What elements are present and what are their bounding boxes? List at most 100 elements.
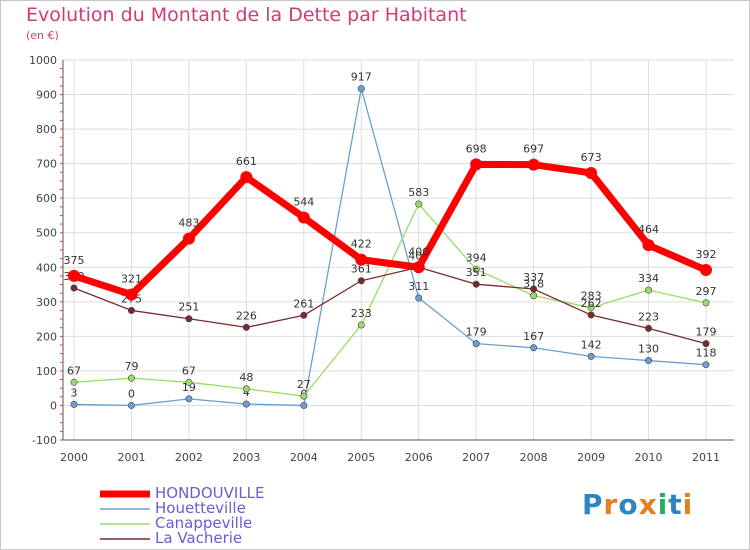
data-point bbox=[185, 395, 193, 403]
data-label: 544 bbox=[293, 196, 314, 209]
data-point bbox=[587, 304, 595, 312]
y-tick-label: 1000 bbox=[29, 54, 57, 67]
data-point bbox=[645, 324, 653, 332]
data-label: 118 bbox=[696, 347, 717, 360]
data-label: 48 bbox=[239, 371, 253, 384]
data-point bbox=[470, 158, 483, 171]
x-tick-label: 2009 bbox=[577, 451, 605, 464]
data-point bbox=[127, 306, 135, 314]
data-label: 917 bbox=[351, 71, 372, 84]
data-point bbox=[702, 361, 710, 369]
data-point bbox=[642, 239, 655, 252]
data-point bbox=[355, 253, 368, 266]
data-label: 351 bbox=[466, 266, 487, 279]
data-label: 179 bbox=[696, 326, 717, 339]
data-point bbox=[300, 401, 308, 409]
logo-letter: o bbox=[618, 488, 639, 521]
data-label: 483 bbox=[178, 217, 199, 230]
data-point bbox=[357, 85, 365, 93]
data-point bbox=[415, 200, 423, 208]
data-point bbox=[530, 285, 538, 293]
x-tick-label: 2001 bbox=[117, 451, 145, 464]
plot-area bbox=[63, 60, 734, 440]
data-point bbox=[472, 280, 480, 288]
data-label: 167 bbox=[523, 330, 544, 343]
data-label: 337 bbox=[523, 271, 544, 284]
data-point bbox=[587, 311, 595, 319]
logo-letter: i bbox=[682, 488, 694, 521]
series-line-houetteville bbox=[73, 88, 707, 407]
data-label: 311 bbox=[408, 280, 429, 293]
logo-letter: t bbox=[668, 488, 683, 521]
data-label: 318 bbox=[523, 278, 544, 291]
data-label: 673 bbox=[581, 151, 602, 164]
y-tick-label: 600 bbox=[36, 192, 57, 205]
x-tick-label: 2010 bbox=[635, 451, 663, 464]
x-tick-label: 2007 bbox=[462, 451, 490, 464]
data-point bbox=[527, 158, 540, 171]
data-point bbox=[645, 286, 653, 294]
y-tick-label: 700 bbox=[36, 158, 57, 171]
chart-title: Evolution du Montant de la Dette par Hab… bbox=[26, 4, 467, 26]
data-point bbox=[587, 352, 595, 360]
data-point bbox=[70, 378, 78, 386]
y-tick-label: 500 bbox=[36, 227, 57, 240]
data-point bbox=[70, 284, 78, 292]
x-tick-label: 2008 bbox=[520, 451, 548, 464]
data-label: 334 bbox=[638, 272, 659, 285]
data-label: 3 bbox=[71, 386, 78, 399]
data-point bbox=[357, 277, 365, 285]
proxiti-logo: Proxiti bbox=[582, 488, 693, 521]
legend-label: HONDOUVILLE bbox=[155, 484, 265, 502]
data-label: 321 bbox=[121, 273, 142, 286]
data-label: 79 bbox=[124, 360, 138, 373]
y-tick-label: 100 bbox=[36, 365, 57, 378]
legend-label: La Vacherie bbox=[155, 529, 243, 547]
data-point bbox=[242, 323, 250, 331]
series-line-hondouville bbox=[70, 160, 710, 299]
data-label: 19 bbox=[182, 381, 196, 394]
legend-label: Houetteville bbox=[155, 499, 246, 517]
y-tick-label: 300 bbox=[36, 296, 57, 309]
logo-letter: P bbox=[582, 488, 604, 521]
data-point bbox=[127, 374, 135, 382]
data-point bbox=[300, 311, 308, 319]
logo-letter: x bbox=[638, 488, 658, 521]
data-label: 261 bbox=[293, 297, 314, 310]
data-point bbox=[357, 321, 365, 329]
data-label: 27 bbox=[297, 378, 311, 391]
data-label: 130 bbox=[638, 343, 659, 356]
legend-label: Canappeville bbox=[155, 514, 253, 532]
x-tick-label: 2002 bbox=[175, 451, 203, 464]
data-label: 233 bbox=[351, 307, 372, 320]
data-point bbox=[412, 261, 425, 274]
data-point bbox=[185, 378, 193, 386]
logo-letter: r bbox=[603, 488, 619, 521]
data-point bbox=[127, 401, 135, 409]
data-label: 67 bbox=[67, 364, 81, 377]
x-tick-label: 2005 bbox=[347, 451, 375, 464]
data-point bbox=[240, 171, 253, 184]
data-label: 698 bbox=[466, 142, 487, 155]
data-label: 179 bbox=[466, 326, 487, 339]
data-point bbox=[70, 400, 78, 408]
data-point bbox=[702, 299, 710, 307]
x-tick-label: 2003 bbox=[232, 451, 260, 464]
data-label: 297 bbox=[696, 285, 717, 298]
data-label: 661 bbox=[236, 155, 257, 168]
data-label: 583 bbox=[408, 186, 429, 199]
data-label: 251 bbox=[178, 301, 199, 314]
data-label: 283 bbox=[581, 290, 602, 303]
data-label: 4 bbox=[243, 386, 250, 399]
y-tick-label: -100 bbox=[32, 434, 57, 447]
data-label: 223 bbox=[638, 310, 659, 323]
x-tick-label: 2004 bbox=[290, 451, 318, 464]
series-line-la-vacherie bbox=[73, 266, 707, 345]
data-label: 392 bbox=[696, 248, 717, 261]
data-point bbox=[182, 232, 195, 245]
data-label: 697 bbox=[523, 143, 544, 156]
data-label: 0 bbox=[128, 387, 135, 400]
data-label: 422 bbox=[351, 238, 372, 251]
data-point bbox=[530, 292, 538, 300]
